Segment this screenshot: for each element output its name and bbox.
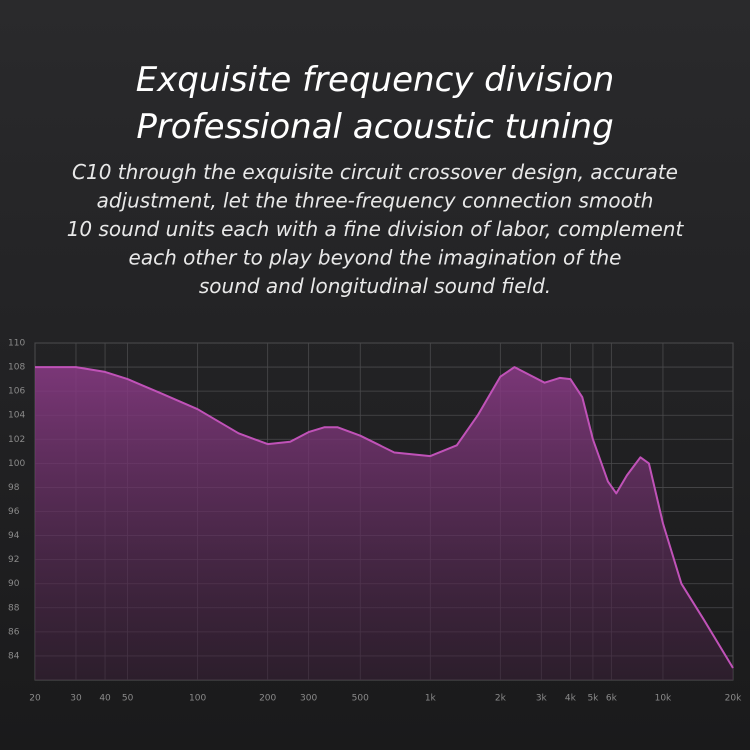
y-tick-label: 106	[8, 387, 25, 397]
y-tick-label: 88	[8, 603, 20, 613]
x-tick-label: 200	[259, 694, 276, 704]
subtitle-line: adjustment, let the three-frequency conn…	[97, 189, 654, 213]
title-line: Professional acoustic tuning	[136, 107, 613, 147]
x-tick-label: 2k	[495, 694, 507, 704]
x-tick-label: 10k	[655, 694, 672, 704]
y-tick-label: 110	[8, 339, 25, 349]
x-tick-label: 100	[189, 694, 206, 704]
x-tick-label: 300	[300, 694, 317, 704]
x-tick-label: 5k	[587, 694, 599, 704]
subtitle-line: 10 sound units each with a fine division…	[67, 217, 685, 241]
y-tick-label: 98	[8, 483, 20, 493]
y-tick-label: 94	[8, 531, 20, 541]
subtitle-line: sound and longitudinal sound field.	[199, 274, 551, 298]
x-tick-label: 4k	[565, 694, 577, 704]
y-tick-label: 92	[8, 555, 19, 565]
x-tick-label: 500	[352, 694, 369, 704]
y-tick-label: 96	[8, 507, 20, 517]
y-tick-label: 86	[8, 627, 20, 637]
x-tick-label: 20k	[725, 694, 742, 704]
y-tick-label: 84	[8, 651, 20, 661]
title-line: Exquisite frequency division	[136, 60, 615, 100]
y-tick-label: 100	[8, 459, 25, 469]
x-tick-label: 1k	[425, 694, 437, 704]
x-tick-label: 3k	[536, 694, 548, 704]
subtitle-line: C10 through the exquisite circuit crosso…	[72, 160, 678, 184]
x-tick-label: 30	[70, 694, 82, 704]
y-tick-label: 104	[8, 411, 25, 421]
y-tick-label: 102	[8, 435, 25, 445]
y-tick-label: 108	[8, 363, 25, 373]
x-tick-label: 20	[29, 694, 41, 704]
response-line	[35, 366, 734, 669]
y-tick-label: 90	[8, 579, 20, 589]
x-tick-label: 50	[122, 694, 134, 704]
subtitle-line: each other to play beyond the imaginatio…	[129, 246, 622, 270]
x-tick-label: 40	[99, 694, 111, 704]
x-tick-label: 6k	[606, 694, 618, 704]
area-fill	[35, 367, 733, 680]
